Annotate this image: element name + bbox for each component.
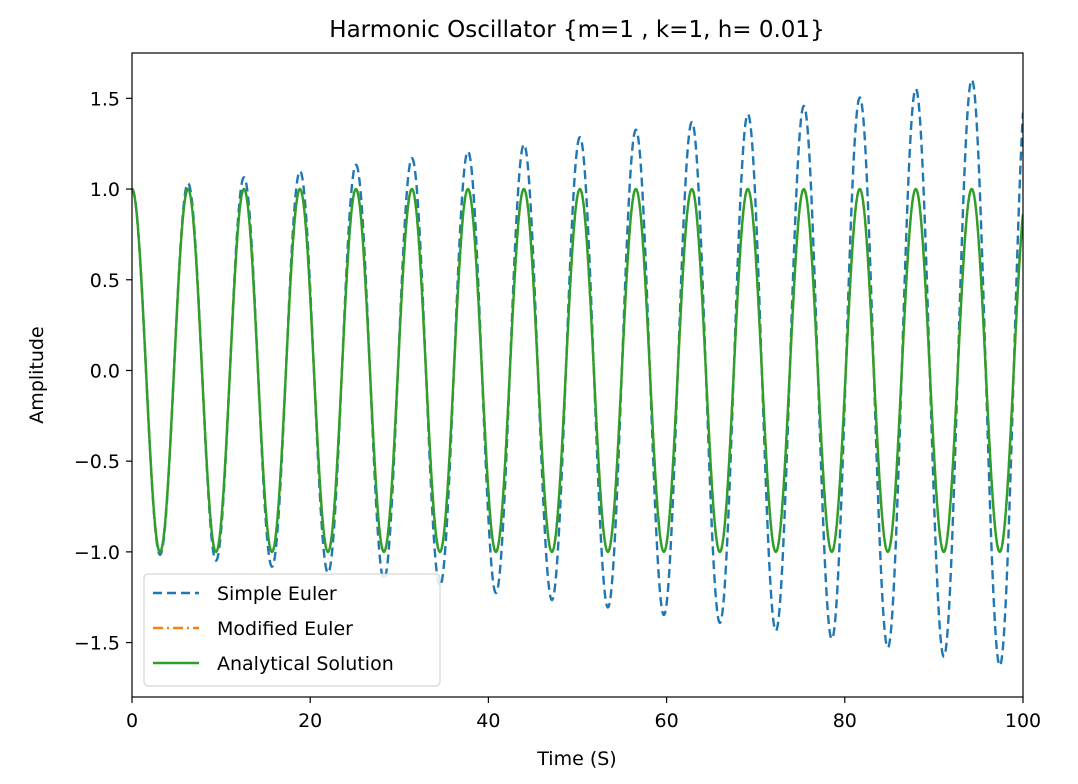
x-tick-label: 40 [476, 710, 500, 732]
x-tick-label: 60 [655, 710, 679, 732]
y-tick-label: −1.5 [74, 633, 120, 655]
y-axis-label: Amplitude [26, 326, 48, 423]
x-axis-label: Time (S) [536, 748, 616, 770]
y-tick-label: 1.5 [90, 88, 120, 110]
series-line-2 [132, 187, 1023, 554]
x-tick-label: 100 [1005, 710, 1041, 732]
legend-label: Simple Euler [217, 583, 337, 605]
y-axis-ticks: −1.5 −1.0 −0.5 0.0 0.5 1.0 1.5 [74, 88, 132, 655]
legend: Simple Euler Modified Euler Analytical Sol… [143, 573, 441, 687]
x-tick-label: 20 [298, 710, 322, 732]
y-tick-label: −0.5 [74, 451, 120, 473]
x-axis-ticks: 0 20 40 60 80 100 [126, 697, 1041, 732]
y-tick-label: 1.0 [90, 179, 120, 201]
y-tick-label: 0.0 [90, 360, 120, 382]
y-tick-label: 0.5 [90, 270, 120, 292]
plot-frame [131, 52, 1024, 698]
x-tick-label: 80 [833, 710, 857, 732]
series-layer [132, 78, 1023, 668]
legend-label: Analytical Solution [217, 653, 394, 675]
chart-title: Harmonic Oscillator {m=1 , k=1, h= 0.01} [329, 17, 824, 43]
x-tick-label: 0 [126, 710, 138, 732]
y-tick-label: −1.0 [74, 542, 120, 564]
legend-box [143, 573, 441, 687]
legend-label: Modified Euler [217, 618, 353, 640]
